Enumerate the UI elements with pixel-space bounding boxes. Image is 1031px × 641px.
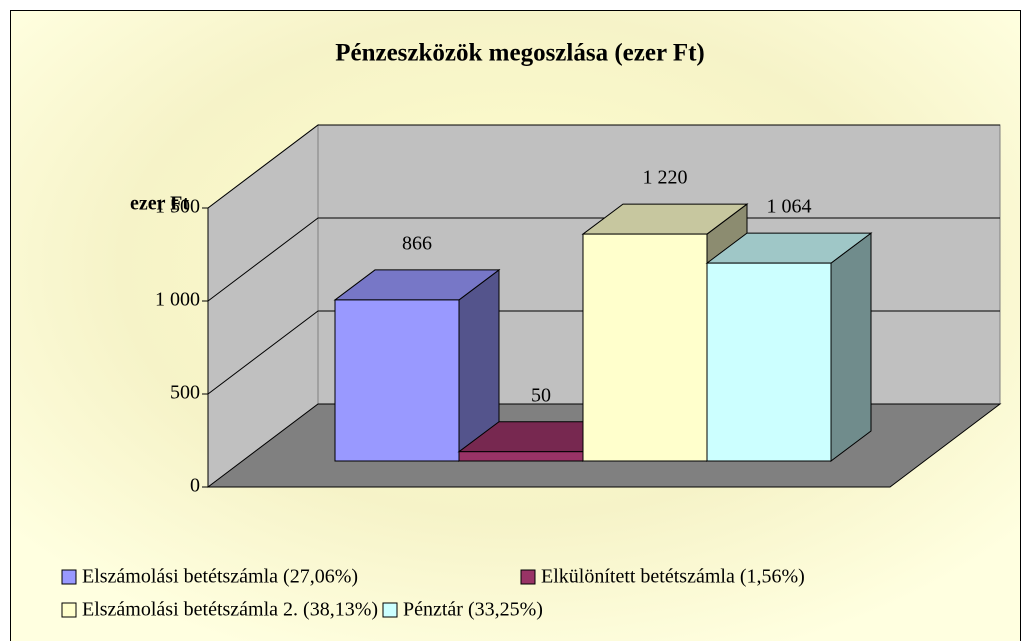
legend-label: Elszámolási betétszámla 2. (38,13%) bbox=[82, 599, 378, 621]
y-tick-label: 1 000 bbox=[155, 289, 200, 311]
legend-label: Elszámolási betétszámla (27,06%) bbox=[82, 566, 358, 588]
grid-line bbox=[207, 124, 1000, 209]
data-label: 866 bbox=[402, 233, 432, 255]
bar-side bbox=[830, 232, 872, 462]
data-label: 50 bbox=[531, 384, 551, 406]
legend: Elszámolási betétszámla (27,06%) Elkülöní… bbox=[61, 566, 805, 621]
legend-label: Elkülönített betétszámla (1,56%) bbox=[541, 566, 805, 588]
legend-swatch bbox=[382, 602, 398, 618]
legend-swatch bbox=[61, 602, 77, 618]
bar bbox=[706, 262, 832, 462]
y-axis-label: ezer Ft bbox=[130, 193, 189, 215]
bars: 866 50 1 220 1 064 bbox=[333, 167, 873, 462]
legend-swatch bbox=[61, 569, 77, 585]
y-tick-label: 1 500 bbox=[155, 196, 200, 218]
legend-label: Pénztár (33,25%) bbox=[403, 599, 543, 621]
bar bbox=[458, 451, 584, 462]
chart-title: Pénzeszközök megoszlása (ezer Ft) bbox=[335, 40, 705, 67]
y-tick-label: 0 bbox=[190, 475, 200, 497]
legend-swatch bbox=[520, 569, 536, 585]
data-label: 1 220 bbox=[643, 167, 688, 189]
data-label: 1 064 bbox=[767, 196, 812, 218]
y-tick-label: 500 bbox=[170, 382, 200, 404]
bar bbox=[334, 299, 460, 462]
grid-line bbox=[207, 217, 1000, 302]
y-ticks: 0 500 1 000 1 500 bbox=[155, 196, 208, 497]
bar bbox=[582, 233, 708, 462]
